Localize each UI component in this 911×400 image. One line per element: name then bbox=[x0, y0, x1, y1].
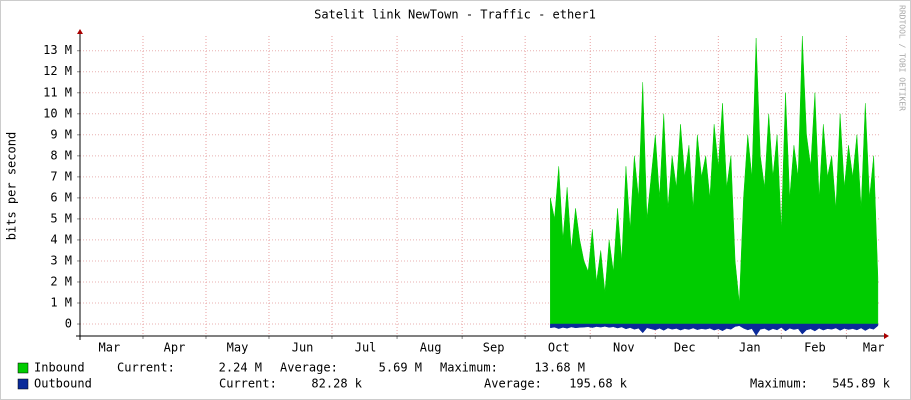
legend-stat-value: 2.24 M bbox=[219, 361, 262, 375]
legend-label: Outbound bbox=[34, 377, 92, 391]
y-tick-label: 13 M bbox=[43, 43, 72, 57]
y-tick-label: 0 bbox=[65, 317, 72, 331]
x-tick-label: Nov bbox=[613, 341, 635, 355]
legend-stat-label: Average: bbox=[280, 361, 338, 375]
legend-swatch bbox=[17, 378, 29, 390]
legend-label: Inbound bbox=[34, 361, 85, 375]
y-tick-label: 9 M bbox=[50, 127, 72, 141]
legend-stat-label: Average: bbox=[484, 377, 542, 391]
y-tick-label: 6 M bbox=[50, 190, 72, 204]
y-tick-label: 1 M bbox=[50, 295, 72, 309]
y-tick-label: 3 M bbox=[50, 253, 72, 267]
y-tick-label: 7 M bbox=[50, 169, 72, 183]
x-tick-label: Aug bbox=[420, 341, 442, 355]
x-tick-label: Feb bbox=[804, 341, 826, 355]
y-tick-label: 5 M bbox=[50, 211, 72, 225]
x-tick-label: Jan bbox=[739, 341, 761, 355]
chart-title: Satelit link NewTown - Traffic - ether1 bbox=[314, 8, 596, 22]
legend-swatch bbox=[17, 362, 29, 374]
legend-stat-value: 82.28 k bbox=[311, 377, 362, 391]
axis-arrow bbox=[884, 333, 889, 339]
area bbox=[550, 35, 879, 325]
legend-stat-label: Maximum: bbox=[750, 377, 808, 391]
x-tick-label: Sep bbox=[483, 341, 505, 355]
x-tick-label: Mar bbox=[99, 341, 121, 355]
x-tick-label: Mar bbox=[863, 341, 885, 355]
x-tick-label: May bbox=[227, 341, 249, 355]
legend-stat-value: 545.89 k bbox=[832, 377, 891, 391]
x-tick-label: Apr bbox=[164, 341, 186, 355]
axis-arrow bbox=[77, 29, 83, 34]
area bbox=[550, 323, 879, 336]
legend-stat-label: Maximum: bbox=[440, 361, 498, 375]
x-tick-label: Jun bbox=[292, 341, 314, 355]
y-axis-label: bits per second bbox=[5, 132, 19, 240]
y-tick-label: 12 M bbox=[43, 64, 72, 78]
y-tick-label: 11 M bbox=[43, 85, 72, 99]
y-tick-label: 10 M bbox=[43, 106, 72, 120]
y-tick-label: 4 M bbox=[50, 232, 72, 246]
legend-stat-value: 13.68 M bbox=[534, 361, 585, 375]
legend-stat-value: 195.68 k bbox=[569, 377, 628, 391]
x-tick-label: Jul bbox=[355, 341, 377, 355]
x-tick-label: Dec bbox=[674, 341, 696, 355]
legend-stat-label: Current: bbox=[219, 377, 277, 391]
watermark: RRDTOOL / TOBI OETIKER bbox=[898, 5, 907, 111]
legend-stat-label: Current: bbox=[117, 361, 175, 375]
y-tick-label: 8 M bbox=[50, 148, 72, 162]
x-tick-label: Oct bbox=[548, 341, 570, 355]
y-tick-label: 2 M bbox=[50, 274, 72, 288]
legend-stat-value: 5.69 M bbox=[379, 361, 422, 375]
